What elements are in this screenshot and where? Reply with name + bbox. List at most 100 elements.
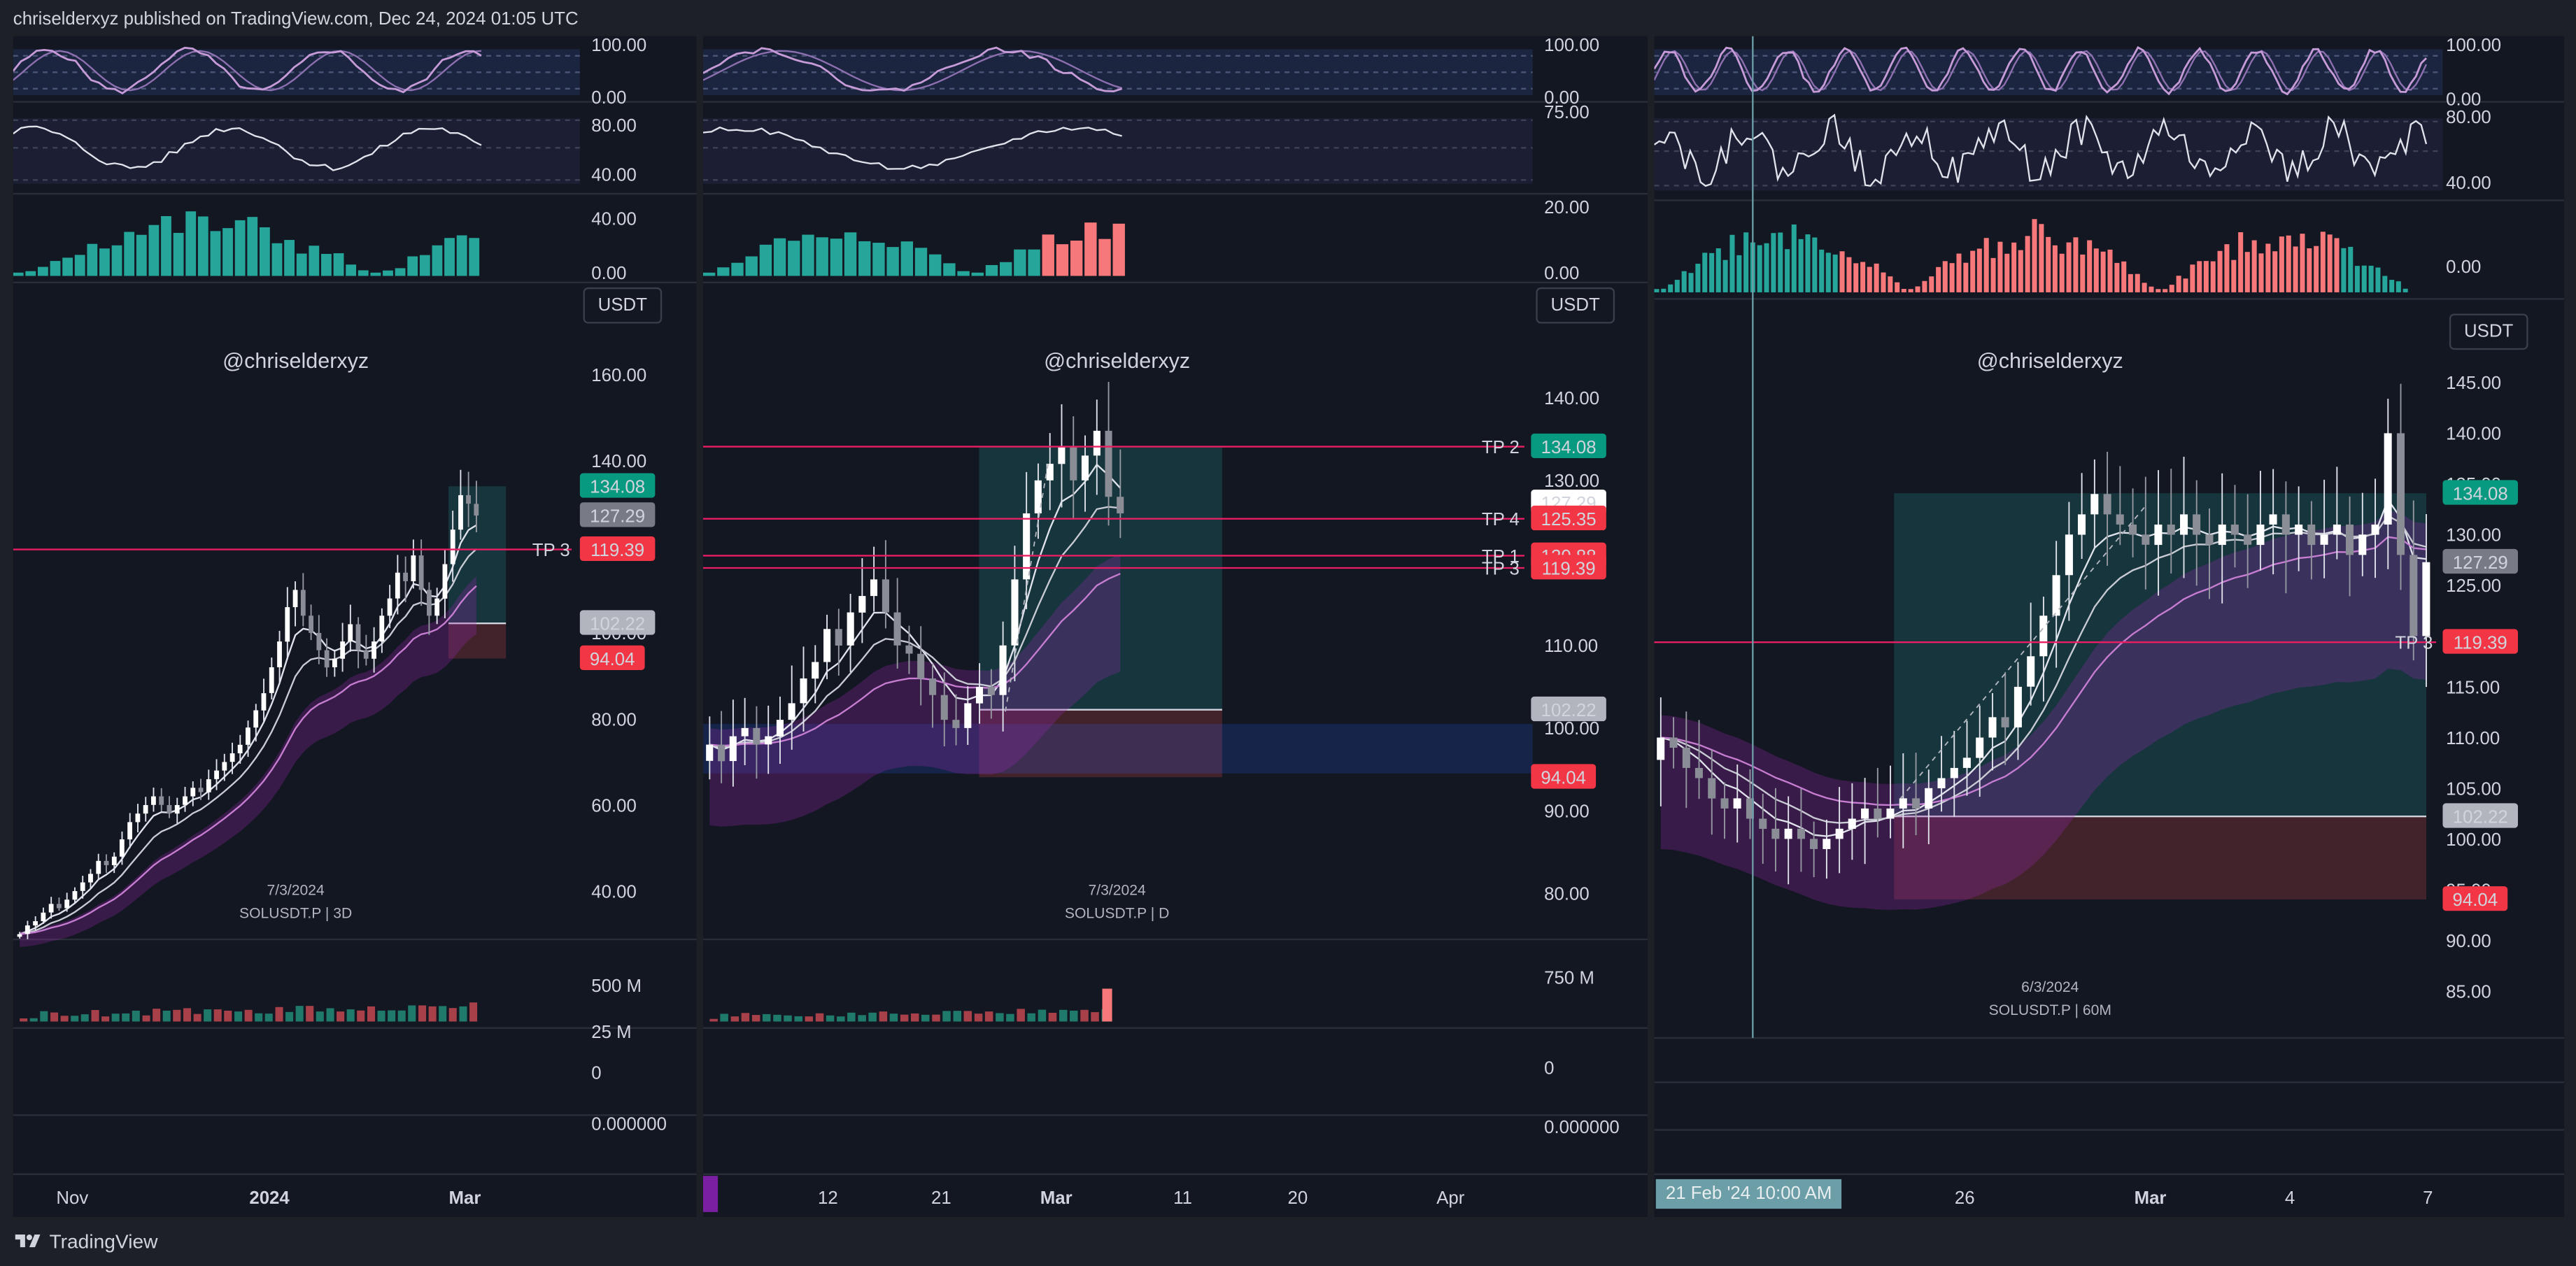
histogram-bar (1798, 239, 1804, 292)
time-crosshair-label: 21 Feb '24 10:00 AM (1655, 1179, 1842, 1209)
chart-watermark: @chriselderxyz (1977, 349, 2123, 373)
price-scale-label: 80.00 (591, 710, 637, 730)
volume-bar (193, 1013, 201, 1022)
volume-bar (996, 1013, 1004, 1022)
price-tag-bg (1531, 555, 1606, 580)
volume-bar (794, 1016, 802, 1022)
histogram-bar (1832, 254, 1838, 292)
trend-line (1899, 504, 2148, 799)
candle-body (33, 920, 38, 926)
chart-panel-3d[interactable]: 100.00 0.00 80.00 40.00 40.00 0.00 @chriselder… (13, 36, 697, 1217)
currency-button[interactable]: USDT (1536, 287, 1615, 324)
histogram-bar (872, 243, 885, 276)
candle-body (2358, 534, 2367, 555)
volume-scale-label: 500 M (591, 976, 642, 996)
price-tag-bg (1531, 433, 1606, 459)
histogram-bar (2100, 251, 2106, 292)
candle-body (403, 572, 409, 581)
histogram-bar (943, 263, 956, 276)
candle-body (2129, 524, 2137, 535)
histogram-bar (1922, 280, 1927, 292)
histogram-bar (1715, 248, 1721, 292)
stop-zone (1894, 816, 2426, 899)
histogram-bar (2244, 252, 2250, 292)
histogram-bar (1736, 255, 1742, 292)
volume-scale-label: 750 M (1544, 968, 1594, 988)
candle-body (893, 612, 901, 646)
chart-svg-60m[interactable]: 100.000.0080.0040.000.00@chriselderxyzTP… (1654, 36, 2565, 1217)
volume-bar (910, 1013, 919, 1022)
candle-body (355, 624, 361, 650)
time-axis-label: 7 (2423, 1188, 2433, 1208)
price-scale-label: 115.00 (2446, 678, 2500, 697)
histogram-bar (1874, 263, 1879, 292)
histogram-bar (1785, 249, 1790, 292)
candle-body (57, 904, 62, 909)
histogram-bar (844, 232, 857, 276)
currency-button[interactable]: USDT (583, 287, 663, 324)
candle-body (1886, 808, 1895, 819)
volume-bar (122, 1013, 130, 1022)
candle-body (17, 934, 22, 937)
histogram-bar (1881, 272, 1886, 292)
volume-bar (275, 1007, 283, 1022)
candle-body (1810, 839, 1818, 849)
volume-bar (428, 1006, 437, 1022)
candle-body (2090, 494, 2099, 515)
histogram-bar (2382, 276, 2388, 292)
candle-body (2371, 524, 2379, 535)
candle-body (324, 650, 330, 668)
histogram-bar (985, 264, 998, 276)
candle-body (1694, 767, 1703, 778)
candle-body (1759, 818, 1767, 830)
chart-panel-daily[interactable]: 100.00 0.00 75.00 20.00 0.00 @chriselderxyz TP… (702, 36, 1648, 1217)
candle-body (159, 796, 164, 805)
candle-body (1823, 839, 1831, 849)
candle-body (999, 645, 1007, 695)
osc-scale-label: 0.00 (591, 88, 626, 108)
rsi-line (1654, 113, 2428, 187)
chart-panel-60m[interactable]: 100.00 0.00 80.00 40.00 0.00 @chriselderxyz TP… (1654, 36, 2565, 1217)
histogram-bar (2093, 248, 2099, 292)
volume-bar (984, 1011, 993, 1022)
histogram-bar (1970, 250, 1976, 292)
candle-body (309, 616, 313, 633)
candle-body (917, 653, 925, 679)
chart-svg-3d[interactable]: 100.00 0.00 80.00 40.00 40.00 0.00 @chriselder… (13, 36, 697, 1217)
target-level-label: TP 3 (1482, 559, 1520, 578)
histogram-bar (1661, 288, 1666, 292)
histogram-bar (1895, 282, 1900, 292)
histogram-bar (87, 243, 98, 276)
histogram-bar (197, 216, 208, 276)
osc-scale-label: 100.00 (2446, 36, 2501, 55)
histogram-bar (2176, 276, 2181, 292)
price-scale-label: 60.00 (591, 796, 637, 816)
histogram-bar (2314, 246, 2319, 292)
price-scale-label: 85.00 (2446, 982, 2491, 1002)
histogram-bar (1908, 289, 1913, 292)
volume-bar (1027, 1013, 1035, 1022)
volume-bar (397, 1010, 406, 1022)
candle-body (371, 641, 376, 659)
histogram-bar (1771, 233, 1776, 292)
histogram-bar (2135, 273, 2140, 292)
chart-symbol-label: SOLUSDT.P | 3D (239, 906, 352, 922)
currency-button[interactable]: USDT (2449, 313, 2528, 350)
volume-bar (357, 1010, 365, 1022)
histogram-bar (2011, 242, 2017, 292)
candle-body (2244, 534, 2252, 545)
histogram-bar (2300, 234, 2305, 292)
candle-body (975, 686, 984, 704)
volume-bar (346, 1009, 355, 1022)
volume-bar (337, 1011, 345, 1022)
histogram-bar (1956, 253, 1962, 292)
histogram-bar (321, 254, 332, 276)
histogram-bar (284, 240, 295, 276)
chart-svg-daily[interactable]: 100.000.0075.0020.000.00@chriselderxyzTP… (702, 36, 1648, 1217)
volume-bar (388, 1010, 396, 1022)
volume-bar (858, 1015, 866, 1022)
volume-bar (805, 1016, 814, 1022)
candle-body (1011, 579, 1019, 646)
price-tag-bg (579, 536, 656, 562)
price-tag-bg (2442, 548, 2519, 574)
